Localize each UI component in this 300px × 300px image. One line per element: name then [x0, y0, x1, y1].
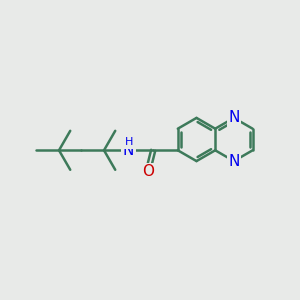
Text: N: N [228, 154, 240, 169]
Text: N: N [123, 143, 134, 158]
Text: H: H [124, 137, 133, 147]
Text: N: N [228, 110, 240, 125]
Text: O: O [142, 164, 154, 179]
